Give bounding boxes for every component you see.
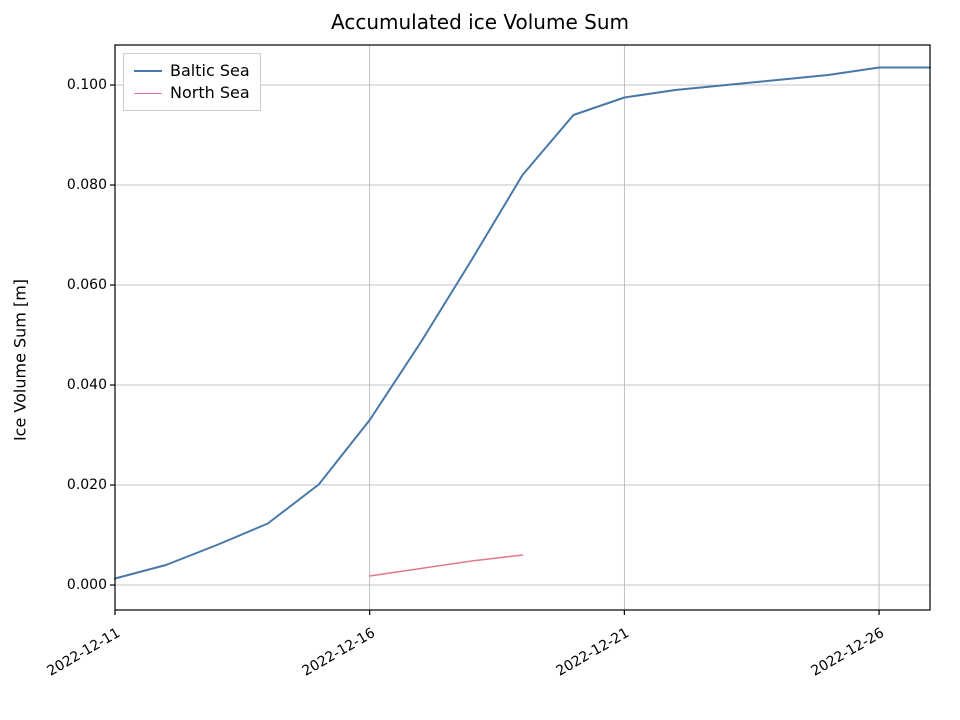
legend-item: Baltic Sea — [134, 60, 250, 82]
legend: Baltic SeaNorth Sea — [123, 53, 261, 111]
y-tick-label: 0.040 — [67, 377, 107, 393]
chart-root: Accumulated ice Volume Sum Ice Volume Su… — [0, 0, 960, 720]
y-tick-label: 0.020 — [67, 477, 107, 493]
y-tick-label: 0.000 — [67, 577, 107, 593]
legend-item: North Sea — [134, 82, 250, 104]
legend-label: Baltic Sea — [170, 60, 250, 82]
y-tick-label: 0.100 — [67, 77, 107, 93]
legend-label: North Sea — [170, 82, 250, 104]
y-tick-label: 0.060 — [67, 277, 107, 293]
legend-swatch — [134, 70, 162, 72]
y-tick-label: 0.080 — [67, 177, 107, 193]
legend-swatch — [134, 93, 162, 94]
